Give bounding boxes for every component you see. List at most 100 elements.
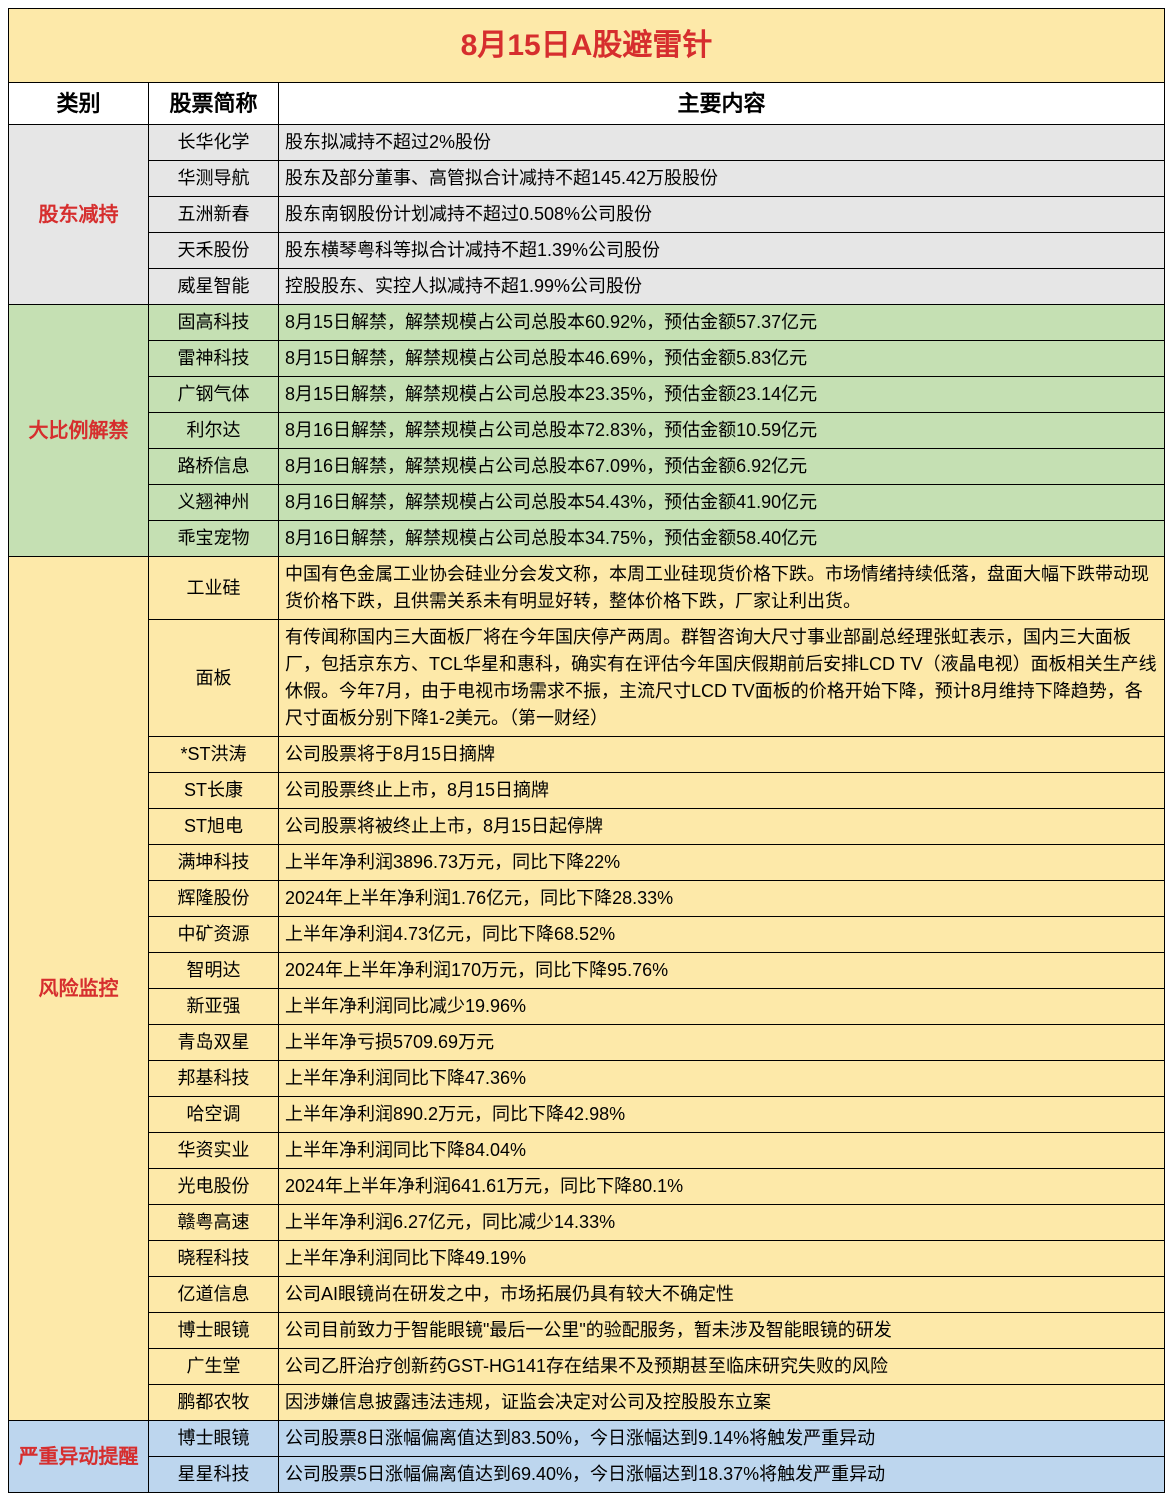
table-row: 广钢气体8月15日解禁，解禁规模占公司总股本23.35%，预估金额23.14亿元 [9, 377, 1165, 413]
category-cell: 严重异动提醒 [9, 1421, 149, 1493]
stock-cell: 星星科技 [149, 1457, 279, 1493]
table-row: 义翘神州8月16日解禁，解禁规模占公司总股本54.43%，预估金额41.90亿元 [9, 485, 1165, 521]
table-row: 广生堂公司乙肝治疗创新药GST-HG141存在结果不及预期甚至临床研究失败的风险 [9, 1349, 1165, 1385]
category-cell: 股东减持 [9, 125, 149, 305]
content-cell: 股东拟减持不超过2%股份 [279, 125, 1165, 161]
content-cell: 上半年净亏损5709.69万元 [279, 1025, 1165, 1061]
stock-cell: 鹏都农牧 [149, 1385, 279, 1421]
category-cell: 风险监控 [9, 557, 149, 1421]
content-cell: 上半年净利润890.2万元，同比下降42.98% [279, 1097, 1165, 1133]
stock-cell: 广生堂 [149, 1349, 279, 1385]
stock-cell: 工业硅 [149, 557, 279, 620]
stock-cell: 威星智能 [149, 269, 279, 305]
table-row: 星星科技公司股票5日涨幅偏离值达到69.40%，今日涨幅达到18.37%将触发严… [9, 1457, 1165, 1493]
stock-cell: 天禾股份 [149, 233, 279, 269]
content-cell: 8月16日解禁，解禁规模占公司总股本34.75%，预估金额58.40亿元 [279, 521, 1165, 557]
content-cell: 上半年净利润同比下降84.04% [279, 1133, 1165, 1169]
content-cell: 有传闻称国内三大面板厂将在今年国庆停产两周。群智咨询大尺寸事业部副总经理张虹表示… [279, 620, 1165, 737]
stock-cell: 哈空调 [149, 1097, 279, 1133]
content-cell: 8月16日解禁，解禁规模占公司总股本67.09%，预估金额6.92亿元 [279, 449, 1165, 485]
content-cell: 公司乙肝治疗创新药GST-HG141存在结果不及预期甚至临床研究失败的风险 [279, 1349, 1165, 1385]
table-title: 8月15日A股避雷针 [9, 9, 1165, 83]
table-row: 辉隆股份2024年上半年净利润1.76亿元，同比下降28.33% [9, 881, 1165, 917]
content-cell: 因涉嫌信息披露违法违规，证监会决定对公司及控股股东立案 [279, 1385, 1165, 1421]
table-row: 亿道信息公司AI眼镜尚在研发之中，市场拓展仍具有较大不确定性 [9, 1277, 1165, 1313]
table-row: 路桥信息8月16日解禁，解禁规模占公司总股本67.09%，预估金额6.92亿元 [9, 449, 1165, 485]
content-cell: 8月16日解禁，解禁规模占公司总股本54.43%，预估金额41.90亿元 [279, 485, 1165, 521]
content-cell: 上半年净利润4.73亿元，同比下降68.52% [279, 917, 1165, 953]
table-row: 威星智能控股股东、实控人拟减持不超1.99%公司股份 [9, 269, 1165, 305]
table-row: 股东减持长华化学股东拟减持不超过2%股份 [9, 125, 1165, 161]
content-cell: 8月15日解禁，解禁规模占公司总股本60.92%，预估金额57.37亿元 [279, 305, 1165, 341]
table-row: 华资实业上半年净利润同比下降84.04% [9, 1133, 1165, 1169]
stock-cell: 博士眼镜 [149, 1313, 279, 1349]
table-row: 赣粤高速上半年净利润6.27亿元，同比减少14.33% [9, 1205, 1165, 1241]
stock-cell: 中矿资源 [149, 917, 279, 953]
table-row: 利尔达8月16日解禁，解禁规模占公司总股本72.83%，预估金额10.59亿元 [9, 413, 1165, 449]
content-cell: 中国有色金属工业协会硅业分会发文称，本周工业硅现货价格下跌。市场情绪持续低落，盘… [279, 557, 1165, 620]
table-row: ST长康公司股票终止上市，8月15日摘牌 [9, 773, 1165, 809]
stock-cell: ST长康 [149, 773, 279, 809]
header-row: 类别 股票简称 主要内容 [9, 83, 1165, 125]
stock-cell: 长华化学 [149, 125, 279, 161]
content-cell: 股东及部分董事、高管拟合计减持不超145.42万股股份 [279, 161, 1165, 197]
content-cell: 上半年净利润同比下降47.36% [279, 1061, 1165, 1097]
content-cell: 8月15日解禁，解禁规模占公司总股本23.35%，预估金额23.14亿元 [279, 377, 1165, 413]
table-row: 光电股份2024年上半年净利润641.61万元，同比下降80.1% [9, 1169, 1165, 1205]
table-row: 邦基科技上半年净利润同比下降47.36% [9, 1061, 1165, 1097]
stock-cell: 辉隆股份 [149, 881, 279, 917]
table-row: 博士眼镜公司目前致力于智能眼镜"最后一公里"的验配服务，暂未涉及智能眼镜的研发 [9, 1313, 1165, 1349]
table-row: 面板有传闻称国内三大面板厂将在今年国庆停产两周。群智咨询大尺寸事业部副总经理张虹… [9, 620, 1165, 737]
title-row: 8月15日A股避雷针 [9, 9, 1165, 83]
stock-cell: 晓程科技 [149, 1241, 279, 1277]
content-cell: 2024年上半年净利润170万元，同比下降95.76% [279, 953, 1165, 989]
table-row: 风险监控工业硅中国有色金属工业协会硅业分会发文称，本周工业硅现货价格下跌。市场情… [9, 557, 1165, 620]
stock-cell: 义翘神州 [149, 485, 279, 521]
content-cell: 8月15日解禁，解禁规模占公司总股本46.69%，预估金额5.83亿元 [279, 341, 1165, 377]
stock-cell: ST旭电 [149, 809, 279, 845]
stock-cell: 新亚强 [149, 989, 279, 1025]
content-cell: 2024年上半年净利润641.61万元，同比下降80.1% [279, 1169, 1165, 1205]
content-cell: 公司目前致力于智能眼镜"最后一公里"的验配服务，暂未涉及智能眼镜的研发 [279, 1313, 1165, 1349]
table-row: 晓程科技上半年净利润同比下降49.19% [9, 1241, 1165, 1277]
stock-cell: 满坤科技 [149, 845, 279, 881]
stock-cell: 广钢气体 [149, 377, 279, 413]
stock-cell: 乖宝宠物 [149, 521, 279, 557]
table-row: *ST洪涛公司股票将于8月15日摘牌 [9, 737, 1165, 773]
content-cell: 上半年净利润同比减少19.96% [279, 989, 1165, 1025]
stock-cell: 华测导航 [149, 161, 279, 197]
stock-cell: 固高科技 [149, 305, 279, 341]
table-row: 雷神科技8月15日解禁，解禁规模占公司总股本46.69%，预估金额5.83亿元 [9, 341, 1165, 377]
content-cell: 公司股票8日涨幅偏离值达到83.50%，今日涨幅达到9.14%将触发严重异动 [279, 1421, 1165, 1457]
table-row: 华测导航股东及部分董事、高管拟合计减持不超145.42万股股份 [9, 161, 1165, 197]
stock-cell: 赣粤高速 [149, 1205, 279, 1241]
content-cell: 2024年上半年净利润1.76亿元，同比下降28.33% [279, 881, 1165, 917]
stock-cell: 光电股份 [149, 1169, 279, 1205]
stock-cell: 智明达 [149, 953, 279, 989]
table-row: 智明达2024年上半年净利润170万元，同比下降95.76% [9, 953, 1165, 989]
header-category: 类别 [9, 83, 149, 125]
table-row: 青岛双星上半年净亏损5709.69万元 [9, 1025, 1165, 1061]
table-row: 哈空调上半年净利润890.2万元，同比下降42.98% [9, 1097, 1165, 1133]
stock-cell: 青岛双星 [149, 1025, 279, 1061]
content-cell: 公司股票5日涨幅偏离值达到69.40%，今日涨幅达到18.37%将触发严重异动 [279, 1457, 1165, 1493]
content-cell: 上半年净利润3896.73万元，同比下降22% [279, 845, 1165, 881]
content-cell: 公司股票将于8月15日摘牌 [279, 737, 1165, 773]
stock-cell: 五洲新春 [149, 197, 279, 233]
category-cell: 大比例解禁 [9, 305, 149, 557]
stock-cell: 邦基科技 [149, 1061, 279, 1097]
stock-cell: 亿道信息 [149, 1277, 279, 1313]
stock-cell: 路桥信息 [149, 449, 279, 485]
stock-cell: 华资实业 [149, 1133, 279, 1169]
table-row: 中矿资源上半年净利润4.73亿元，同比下降68.52% [9, 917, 1165, 953]
table-row: 新亚强上半年净利润同比减少19.96% [9, 989, 1165, 1025]
content-cell: 公司AI眼镜尚在研发之中，市场拓展仍具有较大不确定性 [279, 1277, 1165, 1313]
content-cell: 控股股东、实控人拟减持不超1.99%公司股份 [279, 269, 1165, 305]
stock-cell: 雷神科技 [149, 341, 279, 377]
table-row: ST旭电公司股票将被终止上市，8月15日起停牌 [9, 809, 1165, 845]
content-cell: 8月16日解禁，解禁规模占公司总股本72.83%，预估金额10.59亿元 [279, 413, 1165, 449]
header-stock: 股票简称 [149, 83, 279, 125]
table-row: 乖宝宠物8月16日解禁，解禁规模占公司总股本34.75%，预估金额58.40亿元 [9, 521, 1165, 557]
risk-table: 8月15日A股避雷针 类别 股票简称 主要内容 股东减持长华化学股东拟减持不超过… [8, 8, 1165, 1493]
content-cell: 公司股票将被终止上市，8月15日起停牌 [279, 809, 1165, 845]
